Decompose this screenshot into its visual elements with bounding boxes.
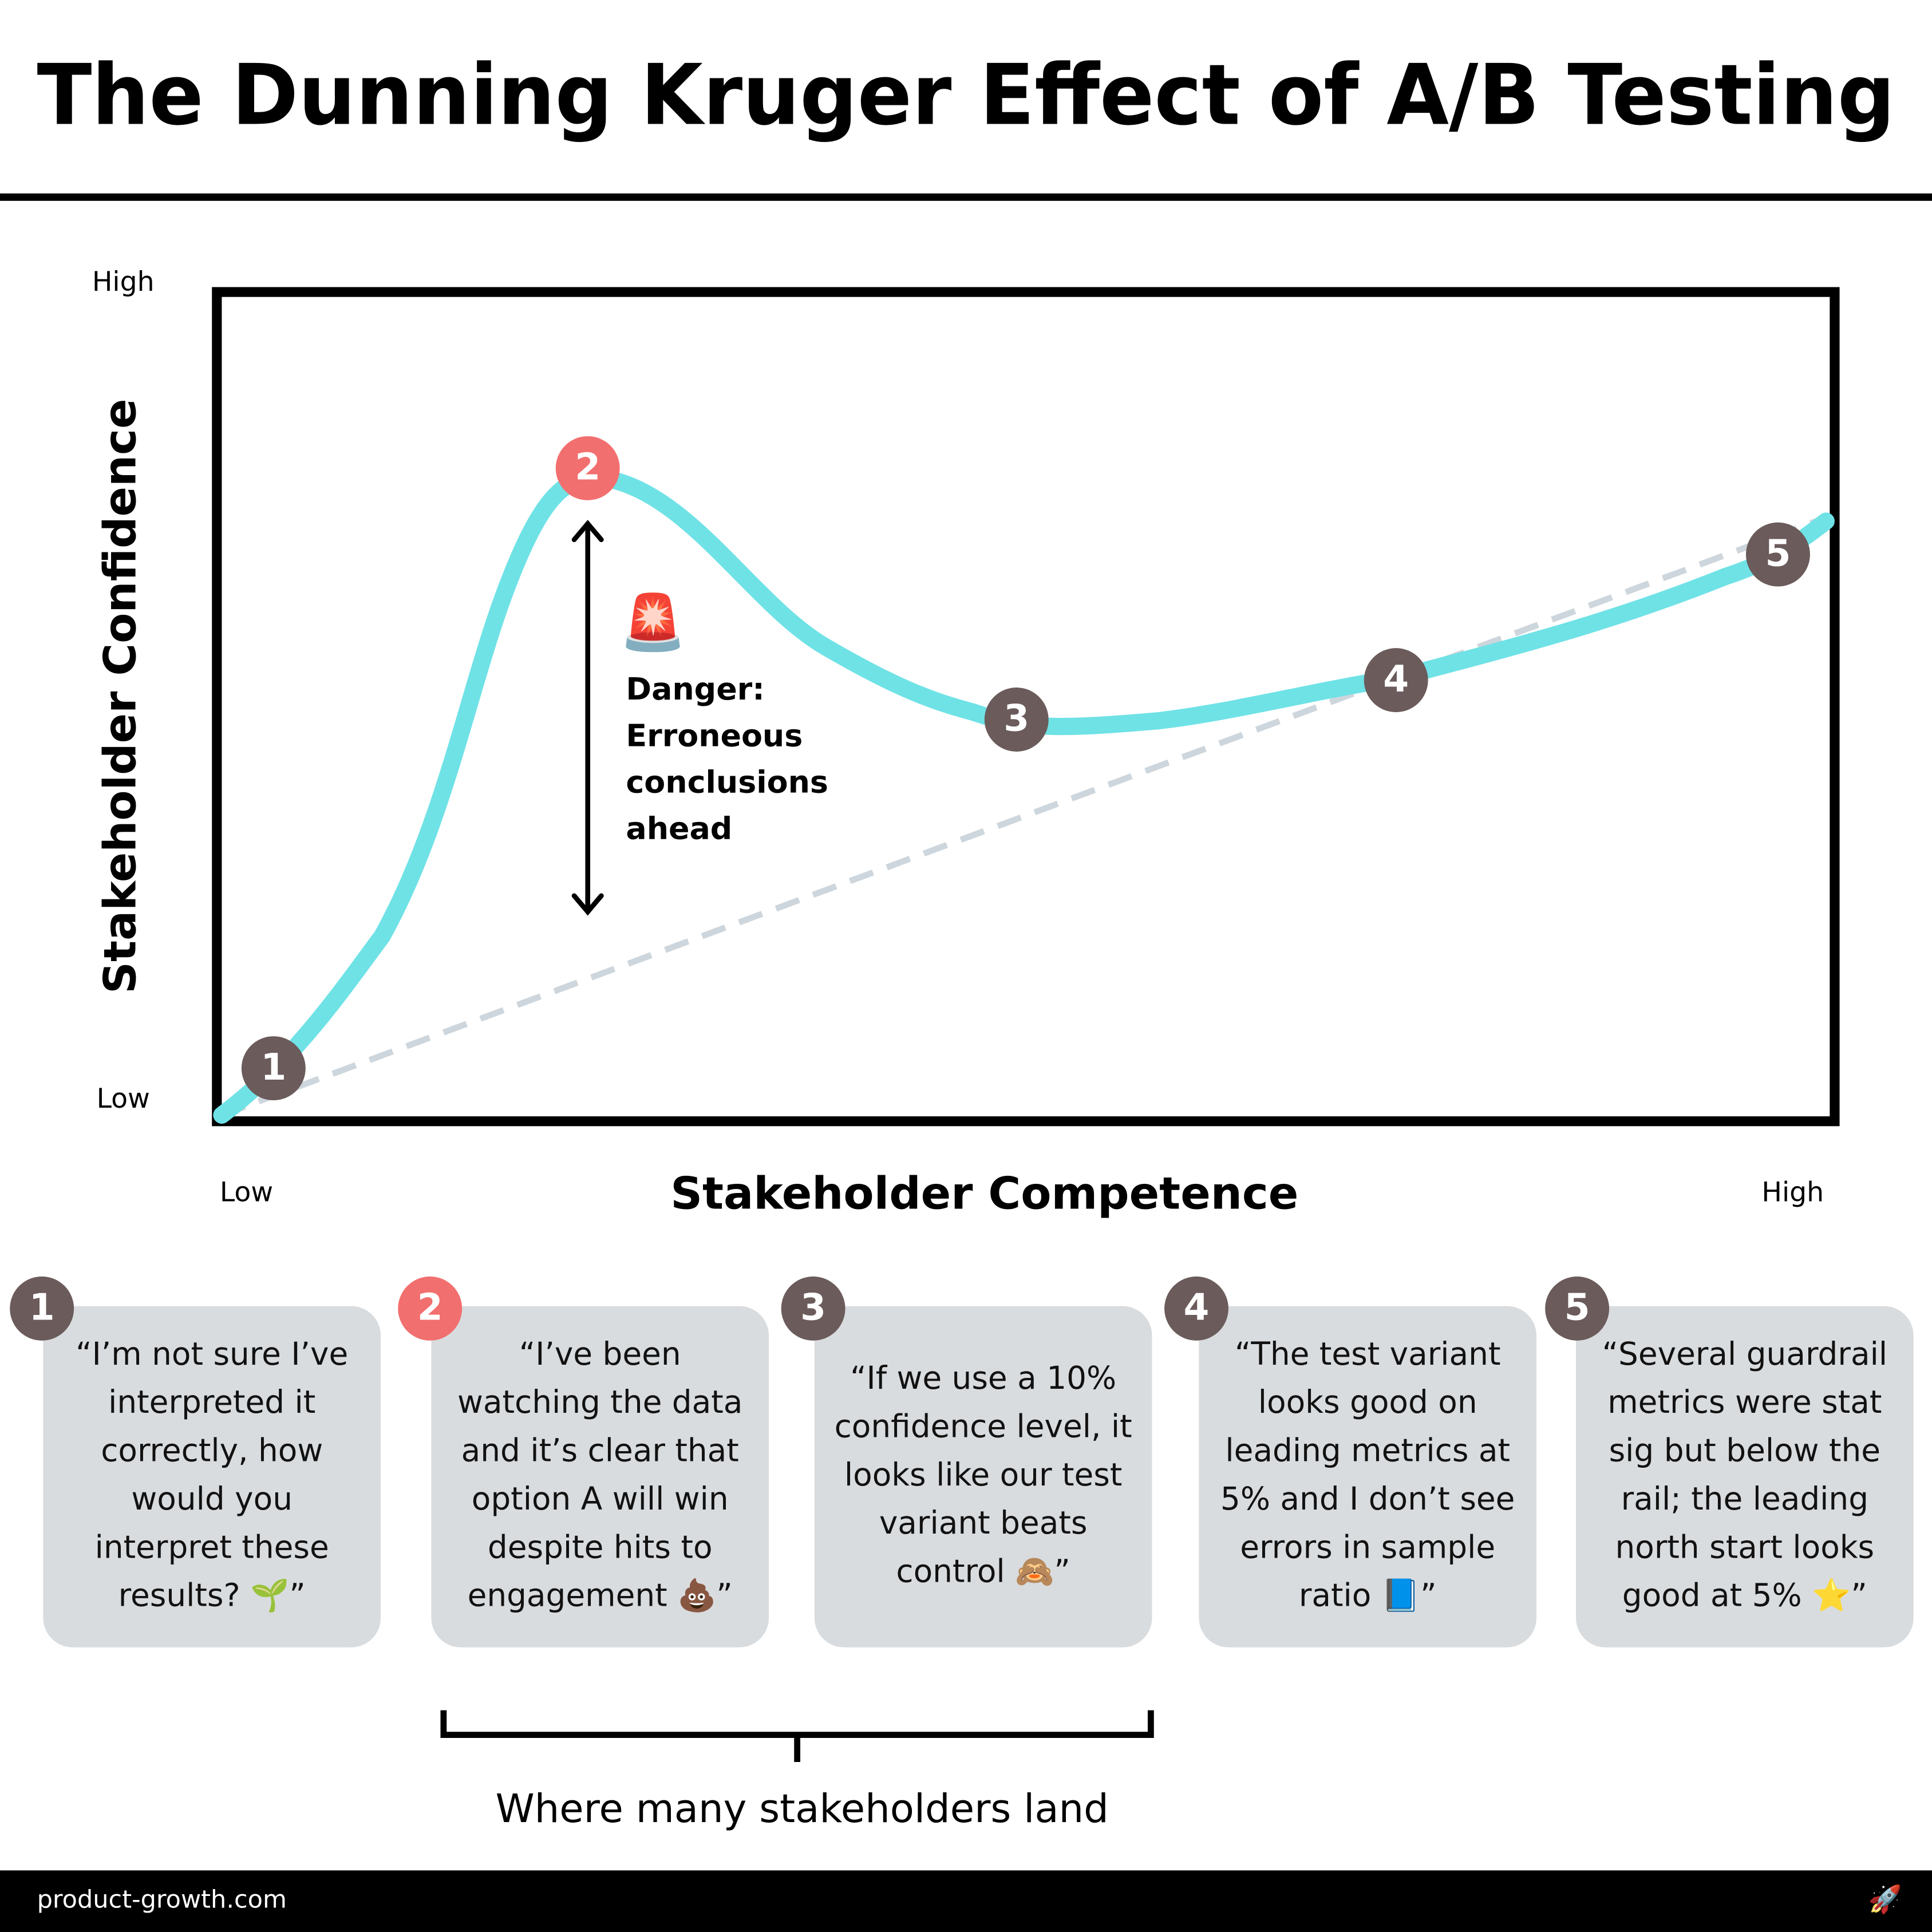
bracket-label: Where many stakeholders land xyxy=(496,1786,1109,1832)
card-line: would you xyxy=(131,1480,293,1517)
card-badge xyxy=(398,1276,463,1341)
card-line: leading metrics at xyxy=(1225,1432,1510,1469)
footer-site: product-growth.com xyxy=(37,1886,287,1914)
card-line: looks like our test xyxy=(844,1456,1122,1493)
card-number: 2 xyxy=(417,1286,443,1329)
point-marker xyxy=(1745,522,1810,587)
point-marker xyxy=(984,688,1049,752)
y-axis-label: Stakeholder Confidence xyxy=(95,398,147,993)
card-line: “I’m not sure I’ve xyxy=(76,1336,348,1372)
card-line: results? 🌱” xyxy=(118,1577,306,1614)
card-line: metrics were stat xyxy=(1607,1384,1882,1420)
callout-line: ahead xyxy=(626,811,732,847)
card-line: rail; the leading xyxy=(1621,1480,1868,1517)
card-line: confidence level, it xyxy=(835,1408,1132,1444)
card-line: engagement 💩” xyxy=(468,1577,733,1614)
footer-bar xyxy=(0,1870,1932,1932)
quote-card xyxy=(431,1306,769,1647)
title: The Dunning Kruger Effect of A/B Testing xyxy=(37,46,1895,144)
footer-icon: 🚀 xyxy=(1868,1884,1902,1915)
card-line: 5% and I don’t see xyxy=(1220,1480,1515,1517)
card-line: sig but below the xyxy=(1609,1432,1880,1469)
card-line: “I’ve been xyxy=(519,1336,681,1372)
card-line: despite hits to xyxy=(488,1528,713,1565)
baseline-dashed xyxy=(220,514,1827,1118)
point-label: 5 xyxy=(1765,532,1791,575)
card-line: “If we use a 10% xyxy=(850,1360,1116,1396)
callout-line: Danger: xyxy=(626,671,764,707)
bracket xyxy=(440,1710,1154,1762)
card-number: 5 xyxy=(1564,1286,1590,1329)
card-badge xyxy=(10,1276,74,1341)
card-line: interpreted it xyxy=(108,1384,315,1420)
quote-card xyxy=(814,1306,1152,1647)
card-line: north start looks xyxy=(1615,1528,1874,1565)
confidence-curve xyxy=(213,469,1835,1124)
point-marker xyxy=(1364,648,1428,713)
card-line: ratio 📘” xyxy=(1299,1577,1437,1614)
y-high: High xyxy=(92,266,155,298)
y-low: Low xyxy=(97,1083,150,1115)
callout-line: conclusions xyxy=(626,764,828,800)
card-line: looks good on xyxy=(1258,1384,1477,1420)
x-low: Low xyxy=(220,1177,273,1208)
x-high: High xyxy=(1761,1177,1824,1208)
callout-line: Erroneous xyxy=(626,717,803,753)
card-line: interpret these xyxy=(95,1528,329,1565)
point-label: 3 xyxy=(1003,697,1029,740)
quote-card xyxy=(43,1306,381,1647)
card-badge xyxy=(1545,1276,1610,1341)
siren-icon: 🚨 xyxy=(619,591,687,654)
card-line: “The test variant xyxy=(1235,1336,1501,1372)
quote-card xyxy=(1199,1306,1537,1647)
card-line: good at 5% ⭐” xyxy=(1622,1577,1867,1614)
card-line: variant beats xyxy=(879,1504,1088,1541)
x-axis-label: Stakeholder Competence xyxy=(670,1168,1298,1219)
card-line: option A will win xyxy=(472,1480,729,1517)
danger-arrow xyxy=(571,520,604,916)
card-line: “Several guardrail xyxy=(1602,1336,1887,1372)
card-number: 4 xyxy=(1184,1286,1210,1329)
plot-frame xyxy=(212,287,1840,1127)
point-marker xyxy=(555,436,620,500)
point-label: 2 xyxy=(575,446,600,489)
point-label: 4 xyxy=(1383,658,1409,701)
card-line: watching the data xyxy=(457,1384,742,1420)
card-line: correctly, how xyxy=(101,1432,323,1469)
card-number: 3 xyxy=(800,1286,826,1329)
card-badge xyxy=(1164,1276,1228,1341)
card-number: 1 xyxy=(29,1286,55,1329)
card-line: errors in sample xyxy=(1240,1528,1495,1565)
card-line: and it’s clear that xyxy=(461,1432,739,1469)
card-badge xyxy=(781,1276,846,1341)
quote-card xyxy=(1575,1306,1914,1647)
point-marker xyxy=(241,1036,306,1101)
card-line: control 🙈” xyxy=(896,1553,1070,1590)
point-label: 1 xyxy=(260,1046,286,1089)
divider xyxy=(0,193,1932,201)
